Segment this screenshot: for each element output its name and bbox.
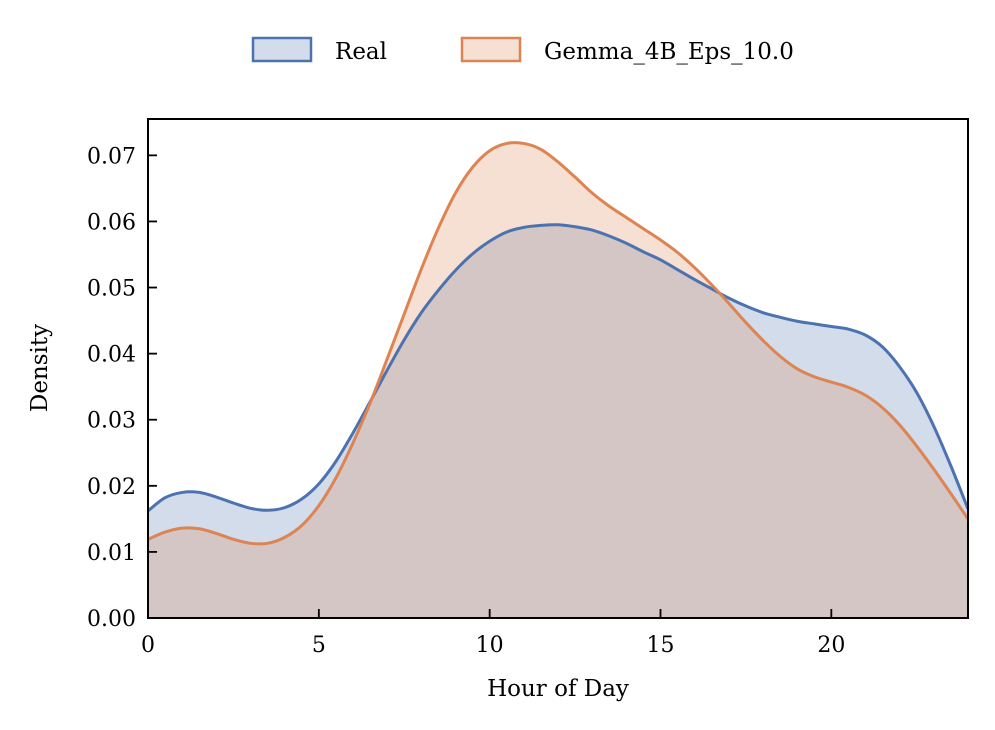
x-tick-label: 20 <box>817 633 845 658</box>
x-tick-label: 15 <box>647 633 675 658</box>
legend-label-real: Real <box>335 39 387 65</box>
density-areas <box>148 142 968 619</box>
x-axis-label: Hour of Day <box>487 676 629 702</box>
y-tick-label: 0.02 <box>87 475 136 500</box>
legend-label-gemma: Gemma_4B_Eps_10.0 <box>544 39 794 65</box>
y-axis-label: Density <box>27 324 53 412</box>
y-tick-label: 0.07 <box>87 144 136 169</box>
plot-area: 0 5 10 15 20 0.000.010.020.030.040.050.060.0… <box>87 118 970 658</box>
y-tick-label: 0.03 <box>87 409 136 434</box>
y-tick-label: 0.05 <box>87 277 136 302</box>
y-tick-label: 0.04 <box>87 343 136 368</box>
area-real <box>148 224 968 619</box>
y-tick-label: 0.06 <box>87 210 136 235</box>
legend: Real Gemma_4B_Eps_10.0 <box>251 36 794 65</box>
legend-swatch-gemma <box>460 36 522 63</box>
x-axis-ticks: 0 5 10 15 20 <box>141 609 845 658</box>
y-tick-label: 0.00 <box>87 607 136 632</box>
area-gemma-4b-eps-10-0 <box>148 142 968 618</box>
density-lines <box>147 141 970 546</box>
y-axis-ticks: 0.00 0.01 0.02 0.03 0.04 0.05 0.06 0.07 <box>87 144 157 632</box>
legend-swatch-real <box>251 36 313 63</box>
line-gemma-4b-eps-10-0 <box>147 141 970 546</box>
x-tick-label: 5 <box>312 633 326 658</box>
x-tick-label: 10 <box>476 633 504 658</box>
x-tick-label: 0 <box>141 633 155 658</box>
y-tick-label: 0.01 <box>87 541 136 566</box>
plot-frame <box>147 118 969 619</box>
line-real <box>147 223 970 513</box>
